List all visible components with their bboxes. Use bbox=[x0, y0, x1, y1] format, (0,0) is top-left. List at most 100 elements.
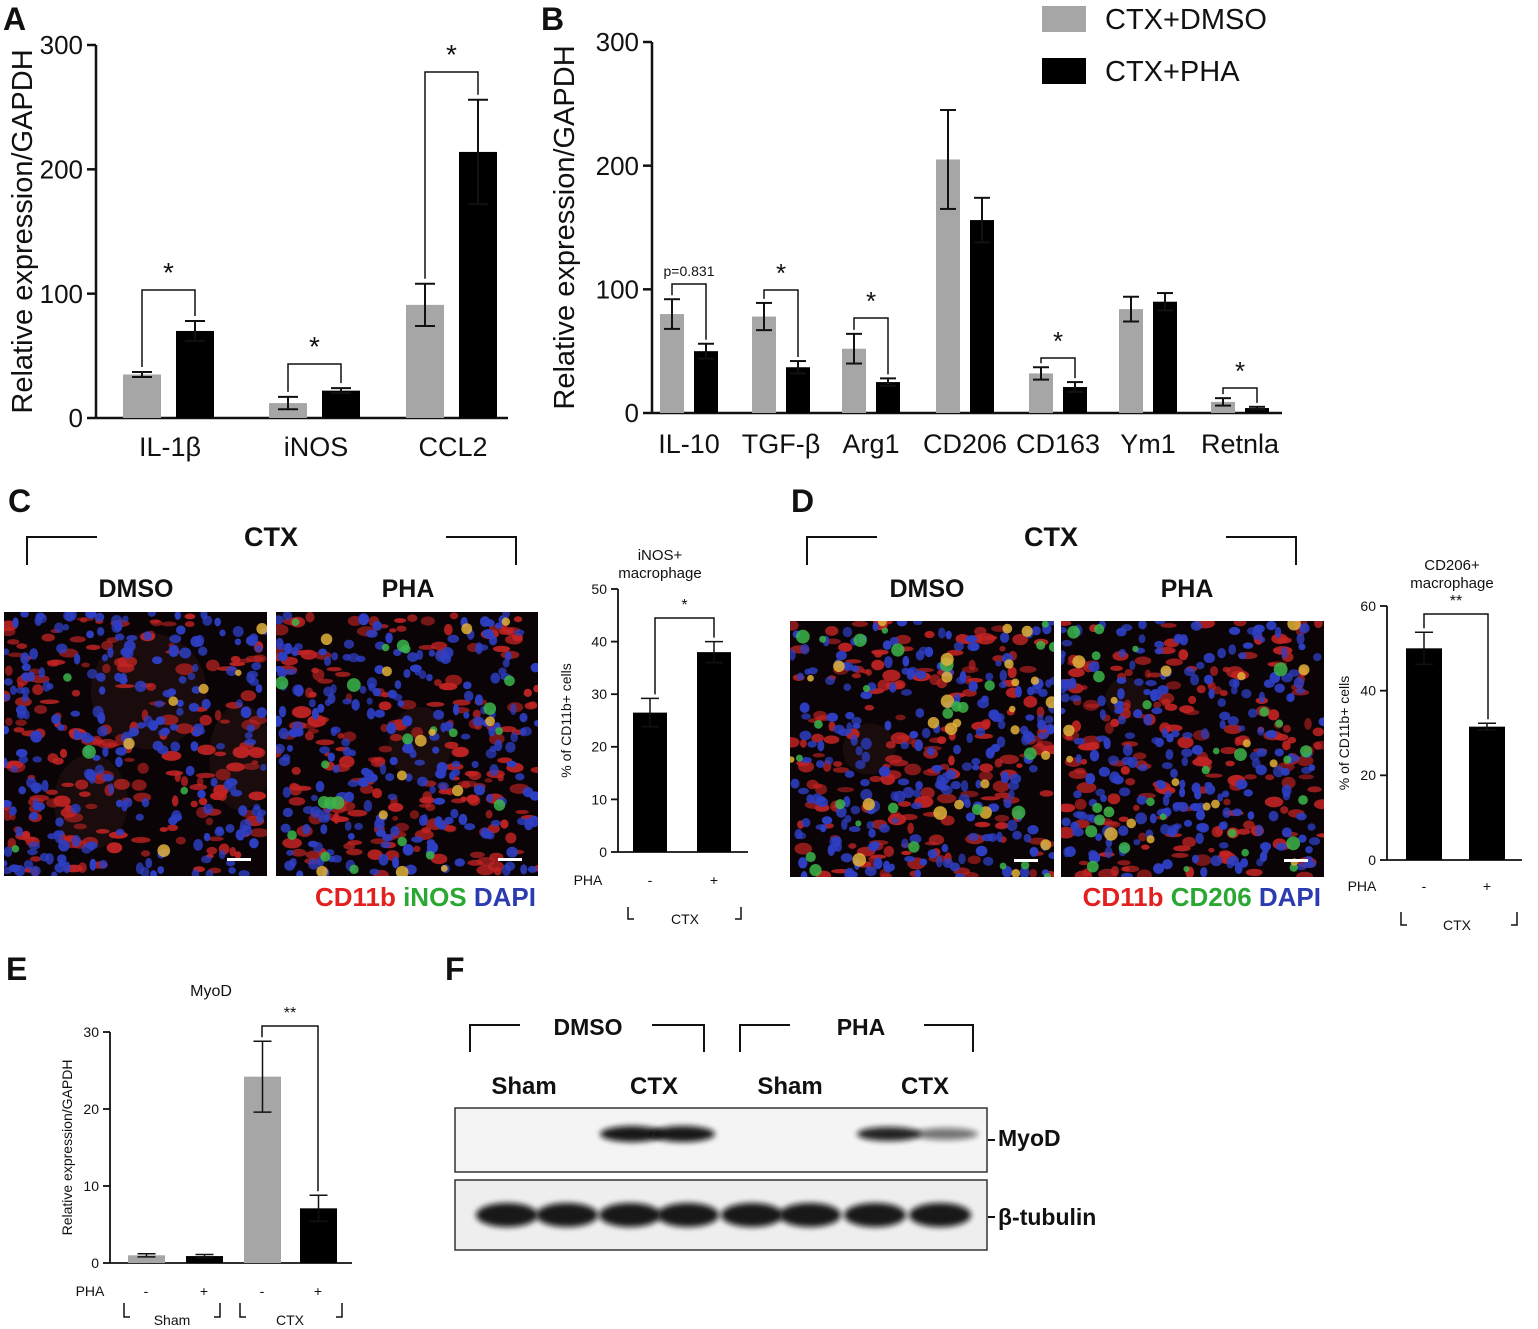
dapi-nucleus bbox=[249, 838, 259, 849]
cd11b-signal bbox=[890, 732, 909, 745]
dapi-nucleus bbox=[860, 737, 872, 750]
x-category-label: IL-10 bbox=[658, 429, 720, 459]
dapi-nucleus bbox=[852, 722, 861, 729]
marker-signal bbox=[402, 733, 414, 745]
dapi-nucleus bbox=[1099, 709, 1106, 720]
dapi-nucleus bbox=[21, 672, 31, 682]
dapi-nucleus bbox=[850, 734, 858, 746]
cd11b-signal bbox=[1184, 709, 1200, 716]
cd11b-signal bbox=[1243, 820, 1255, 830]
y-tick-label: 40 bbox=[591, 634, 607, 650]
marker-signal bbox=[933, 806, 948, 820]
marker-signal bbox=[316, 865, 328, 876]
marker-signal bbox=[1211, 799, 1220, 809]
marker-signal bbox=[451, 785, 464, 797]
dapi-nucleus bbox=[21, 687, 30, 696]
group-label-dmso: DMSO bbox=[554, 1014, 623, 1040]
marker-signal bbox=[795, 629, 810, 644]
dapi-nucleus bbox=[403, 668, 411, 678]
dapi-nucleus bbox=[62, 624, 70, 631]
marker-signal bbox=[346, 678, 361, 692]
cd11b-signal bbox=[229, 846, 237, 857]
marker-signal bbox=[321, 760, 330, 769]
cd11b-signal bbox=[484, 778, 493, 783]
dapi-nucleus bbox=[975, 779, 982, 789]
cd11b-signal bbox=[282, 837, 302, 849]
dapi-nucleus bbox=[99, 859, 108, 869]
cd11b-signal bbox=[995, 821, 1008, 829]
marker-signal bbox=[483, 702, 497, 716]
dapi-nucleus bbox=[1048, 852, 1054, 860]
dapi-nucleus bbox=[996, 831, 1003, 843]
dapi-nucleus bbox=[94, 612, 105, 622]
dapi-nucleus bbox=[1293, 677, 1305, 689]
significance-bracket bbox=[763, 289, 799, 358]
dapi-nucleus bbox=[108, 783, 115, 795]
legend-swatch bbox=[1042, 6, 1086, 32]
dapi-nucleus bbox=[1296, 812, 1307, 821]
cd11b-signal bbox=[251, 760, 259, 765]
dapi-nucleus bbox=[1268, 810, 1279, 822]
dapi-nucleus bbox=[58, 839, 70, 852]
cd11b-signal bbox=[34, 704, 48, 714]
cd11b-signal bbox=[467, 859, 484, 866]
dapi-nucleus bbox=[1191, 854, 1199, 864]
panel-letter-a: A bbox=[3, 1, 26, 37]
cd11b-signal bbox=[229, 661, 246, 667]
dapi-nucleus bbox=[374, 818, 385, 831]
dapi-nucleus bbox=[866, 821, 875, 830]
dapi-nucleus bbox=[310, 794, 318, 802]
cd11b-signal bbox=[205, 659, 220, 672]
cd11b-signal bbox=[439, 682, 458, 691]
cd11b-signal bbox=[877, 679, 891, 691]
cd11b-signal bbox=[347, 840, 363, 846]
cd11b-signal bbox=[422, 791, 433, 803]
cd11b-signal bbox=[994, 758, 1003, 768]
dapi-nucleus bbox=[464, 823, 476, 831]
cd11b-signal bbox=[372, 788, 383, 799]
marker-signal bbox=[877, 621, 887, 627]
group-bracket-right bbox=[652, 1024, 705, 1052]
cd11b-signal bbox=[873, 650, 883, 658]
dapi-nucleus bbox=[435, 649, 446, 662]
dapi-nucleus bbox=[232, 626, 244, 637]
y-tick-label: 0 bbox=[91, 1255, 99, 1271]
dapi-nucleus bbox=[798, 787, 810, 795]
group-label-pha: PHA bbox=[837, 1014, 886, 1040]
cd11b-signal bbox=[1061, 803, 1076, 813]
significance-bracket bbox=[671, 283, 707, 340]
dapi-nucleus bbox=[1019, 866, 1030, 877]
dapi-nucleus bbox=[1124, 732, 1136, 739]
marker-signal bbox=[862, 685, 870, 693]
stain-dapi: DAPI bbox=[467, 882, 536, 912]
marker-signal bbox=[1242, 739, 1251, 748]
cd11b-signal bbox=[1133, 804, 1140, 811]
dapi-nucleus bbox=[844, 814, 852, 823]
dapi-nucleus bbox=[51, 714, 61, 725]
lane-label: CTX bbox=[630, 1073, 678, 1100]
cd11b-signal bbox=[226, 762, 245, 772]
significance-label: * bbox=[446, 39, 457, 70]
dapi-nucleus bbox=[804, 668, 811, 675]
dapi-nucleus bbox=[366, 697, 373, 705]
marker-signal bbox=[1036, 640, 1046, 650]
marker-signal bbox=[235, 669, 242, 677]
dapi-nucleus bbox=[510, 732, 519, 743]
cd11b-signal bbox=[1267, 709, 1280, 721]
dapi-nucleus bbox=[341, 738, 351, 747]
dapi-nucleus bbox=[1296, 633, 1305, 645]
dapi-nucleus bbox=[902, 786, 914, 799]
dapi-nucleus bbox=[29, 865, 41, 876]
dapi-nucleus bbox=[4, 678, 13, 686]
dapi-nucleus bbox=[56, 643, 68, 654]
dapi-nucleus bbox=[1027, 825, 1039, 835]
dapi-nucleus bbox=[71, 835, 81, 847]
y-axis-label: % of CD11b+ cells bbox=[558, 663, 574, 778]
cd11b-signal bbox=[166, 824, 179, 832]
dapi-nucleus bbox=[308, 858, 320, 870]
dapi-nucleus bbox=[246, 724, 255, 733]
cd11b-signal bbox=[5, 760, 23, 769]
cd11b-signal bbox=[999, 645, 1006, 652]
dapi-nucleus bbox=[950, 780, 962, 790]
cd11b-signal bbox=[337, 732, 345, 739]
